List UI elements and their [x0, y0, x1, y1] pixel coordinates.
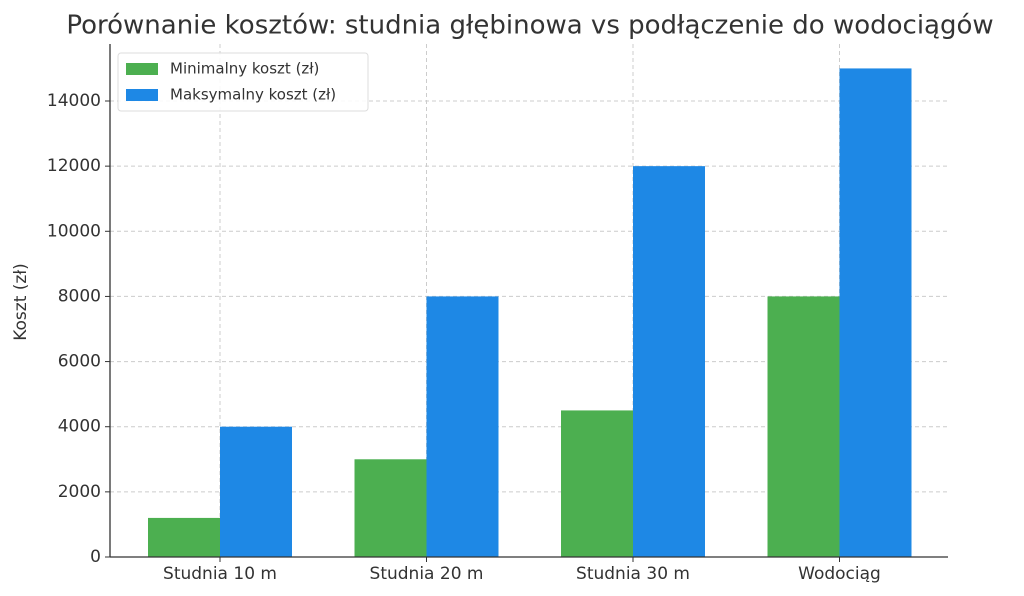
chart-title: Porównanie kosztów: studnia głębinowa vs…	[66, 11, 993, 41]
x-tick-label: Studnia 20 m	[370, 564, 484, 584]
bar	[633, 166, 705, 557]
bar	[767, 296, 840, 557]
y-tick-label: 14000	[47, 91, 101, 111]
legend-label: Maksymalny koszt (zł)	[170, 86, 336, 104]
legend-label: Minimalny koszt (zł)	[170, 60, 319, 78]
bar	[426, 296, 499, 557]
x-tick-label: Studnia 30 m	[576, 564, 690, 584]
y-tick-label: 2000	[58, 482, 101, 502]
bar	[220, 426, 292, 557]
x-tick-label: Studnia 10 m	[163, 564, 277, 584]
y-tick-label: 4000	[58, 417, 101, 437]
bar	[148, 517, 220, 557]
bar	[839, 68, 912, 557]
y-tick-label: 10000	[47, 221, 101, 241]
legend-box	[117, 52, 369, 112]
legend-swatch	[126, 89, 158, 101]
legend: Minimalny koszt (zł) Maksymalny koszt (zł…	[117, 52, 369, 112]
bar	[561, 410, 633, 557]
y-tick-label: 8000	[58, 286, 101, 306]
x-tick-label: Wodociąg	[798, 564, 881, 584]
y-axis-label: Koszt (zł)	[11, 263, 31, 341]
y-tick-label: 6000	[58, 352, 101, 372]
y-tick-label: 12000	[47, 156, 101, 176]
legend-swatch	[126, 63, 158, 75]
bar	[354, 459, 427, 557]
y-tick-label: 0	[90, 547, 101, 567]
